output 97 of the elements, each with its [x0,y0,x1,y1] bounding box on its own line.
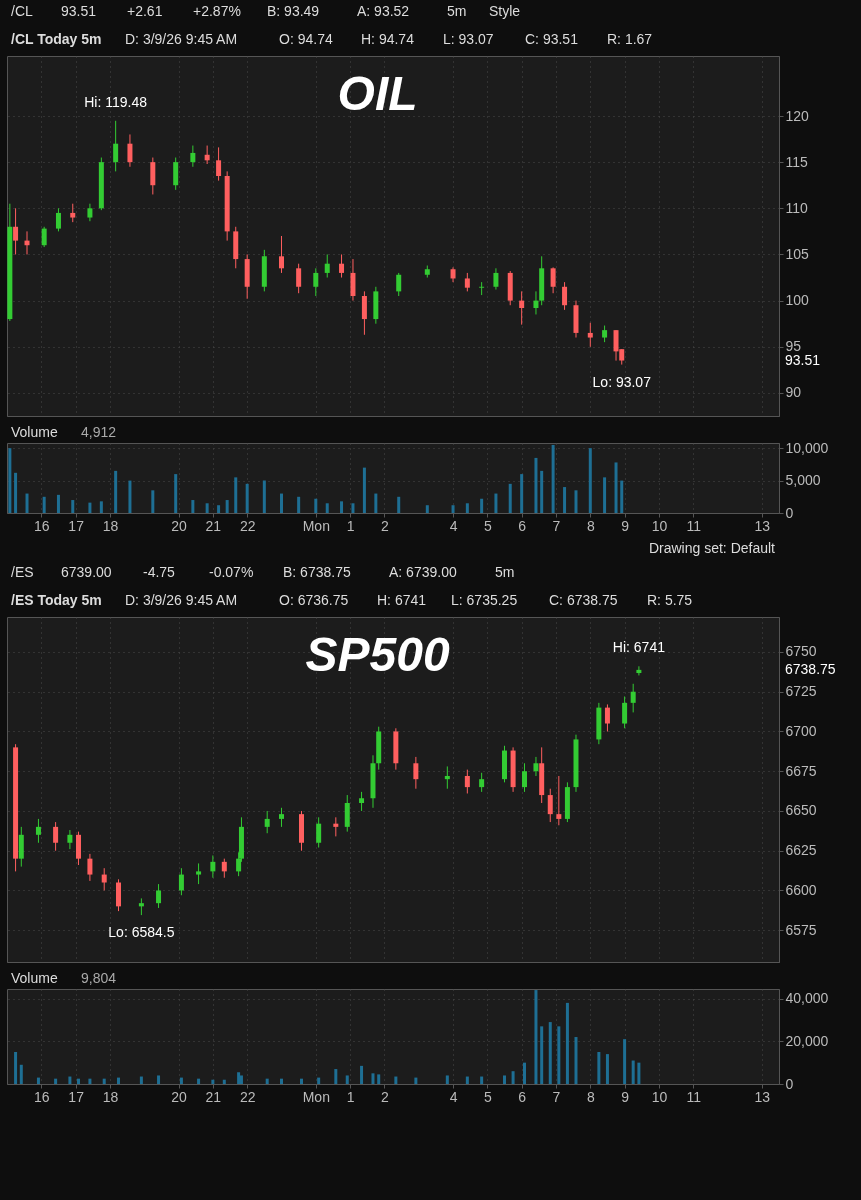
text: D: 3/9/26 9:45 AM [125,31,238,47]
x-tick-label: 1 [346,517,355,534]
x-tick-label: 6 [518,1088,527,1105]
x-tick-label: 9 [621,1088,630,1105]
text: R: 1.67 [607,31,653,47]
text: A: 6739.00 [389,564,457,580]
text: +2.87% [193,3,241,19]
text: -4.75 [143,564,176,580]
text: C: 6738.75 [549,592,618,608]
x-tick-label: Mon [302,517,330,534]
text: Drawing set: Default [648,540,776,556]
x-tick-label: 4 [449,1088,458,1105]
text: C: 93.51 [525,31,579,47]
y-tick-label: 6725 [785,683,817,700]
x-tick-label: 16 [34,517,50,534]
text: 5m [447,3,467,19]
x-tick-label: 9 [621,517,630,534]
x-tick-label: 10 [651,1088,668,1105]
x-tick-label: 2 [381,1088,390,1105]
x-tick-label: 17 [68,1088,85,1105]
x-tick-label: 21 [205,517,222,534]
text: 93.51 [61,3,97,19]
x-tick-label: 22 [239,517,256,534]
text: R: 5.75 [647,592,693,608]
text: D: 3/9/26 9:45 AM [125,592,238,608]
y-tick-label: 6625 [785,842,817,859]
annotation: Hi: 119.48 [84,93,148,110]
x-tick-label: 5 [483,517,492,534]
chart-title: /CL Today 5m [11,31,102,47]
y-tick-label: 90 [785,384,802,401]
annotation: SP500 [305,628,450,681]
x-tick-label: 7 [552,1088,561,1105]
text: 6738.75 [785,660,836,677]
text: H: 6741 [377,592,427,608]
x-tick-label: 11 [686,517,702,534]
x-tick-label: 11 [686,1088,702,1105]
y-tick-label: 0 [785,1075,794,1092]
x-tick-label: 7 [552,517,561,534]
annotation: Lo: 93.07 [592,373,652,390]
x-tick-label: 2 [381,517,390,534]
chart-title: /ES Today 5m [11,592,102,608]
y-tick-label: 6700 [785,722,817,739]
y-tick-label: 6600 [785,881,817,898]
annotation: Hi: 6741 [612,639,666,656]
y-tick-label: 6650 [785,802,817,819]
text: B: 93.49 [267,3,320,19]
x-tick-label: 13 [754,517,771,534]
x-tick-label: 18 [102,1088,119,1105]
y-tick-label: 20,000 [785,1032,829,1049]
annotation: Lo: 6584.5 [108,924,175,941]
text: 9,804 [81,970,117,986]
x-tick-label: 8 [586,517,595,534]
x-tick-label: 16 [34,1088,50,1105]
y-tick-label: 6750 [785,643,817,660]
x-tick-label: 8 [586,1088,595,1105]
text: Style [489,3,521,19]
y-tick-label: 110 [785,199,809,216]
x-tick-label: 20 [171,517,188,534]
x-tick-label: 1 [346,1088,355,1105]
x-tick-label: 20 [171,1088,188,1105]
x-tick-label: 18 [102,517,119,534]
text: 4,912 [81,424,117,440]
text: /CL [11,3,33,19]
text: H: 94.74 [361,31,415,47]
text: /ES [11,564,34,580]
y-tick-label: 100 [785,292,810,309]
text: O: 6736.75 [279,592,349,608]
x-tick-label: 21 [205,1088,222,1105]
x-tick-label: 22 [239,1088,256,1105]
y-tick-label: 115 [785,153,809,170]
text: +2.61 [127,3,163,19]
text: L: 93.07 [443,31,494,47]
chart-title: Volume [11,424,58,440]
text: A: 93.52 [357,3,410,19]
y-tick-label: 0 [785,504,794,521]
text: 6739.00 [61,564,112,580]
y-tick-label: 5,000 [785,472,821,489]
y-tick-label: 40,000 [785,990,829,1007]
x-tick-label: 17 [68,517,85,534]
x-tick-label: 10 [651,517,668,534]
y-tick-label: 6575 [785,921,817,938]
text: O: 94.74 [279,31,333,47]
y-tick-label: 10,000 [785,439,829,456]
x-tick-label: Mon [302,1088,330,1105]
y-tick-label: 6675 [785,762,817,779]
x-tick-label: 4 [449,517,458,534]
x-tick-label: 6 [518,517,527,534]
y-tick-label: 105 [785,245,810,262]
text: -0.07% [209,564,254,580]
text: L: 6735.25 [451,592,518,608]
x-tick-label: 13 [754,1088,771,1105]
y-tick-label: 120 [785,107,810,124]
x-tick-label: 5 [483,1088,492,1105]
annotation: OIL [337,67,418,120]
text: B: 6738.75 [283,564,351,580]
chart-title: Volume [11,970,58,986]
text: 5m [495,564,515,580]
